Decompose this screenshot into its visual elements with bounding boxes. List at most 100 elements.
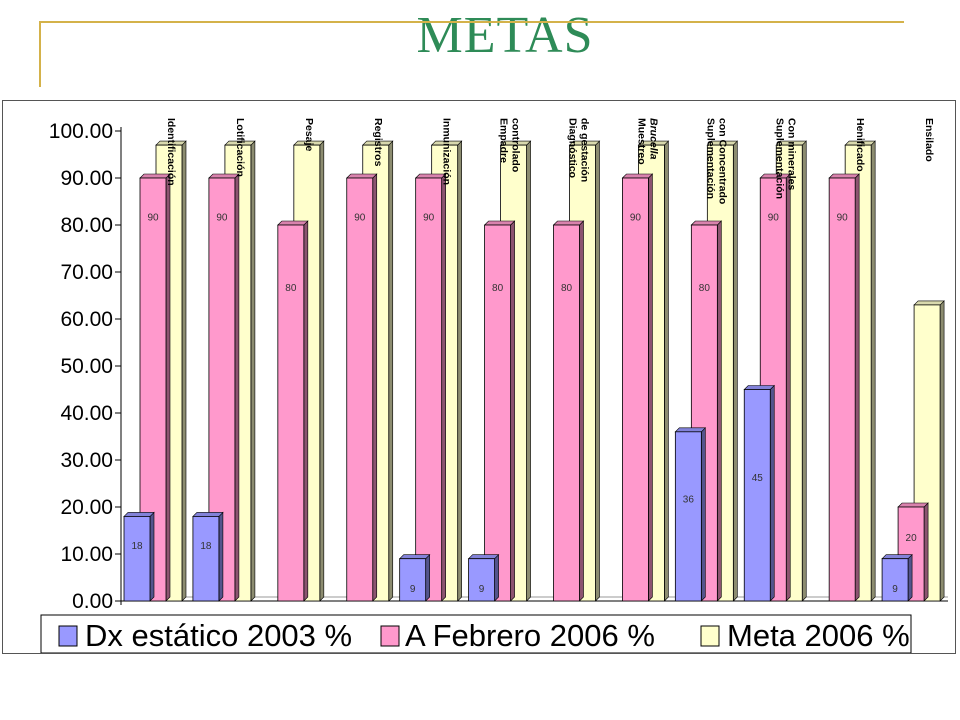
legend-label: Meta 2006 % [727,618,910,653]
febrero-bar-side [234,173,240,602]
data-label: 80 [285,283,297,294]
dx-bar-top [123,512,155,517]
category-label: Muestreo [635,118,647,165]
dx-bar-top [674,427,707,433]
data-label: 9 [479,584,485,595]
febrero-bar-top [690,220,723,226]
febrero-bar-top [277,220,309,226]
y-tick-label: 20.00 [60,496,113,519]
y-tick-label: 40.00 [60,402,113,425]
chart-axes: 0.00 10.00 20.00 30.00 40.00 50.00 60.00 70.00 8… [49,120,948,613]
legend-box [40,614,912,653]
data-label: 9 [892,584,898,595]
data-label: 90 [837,212,849,223]
category-label: con Concentrado [716,118,728,204]
febrero-bar-side [854,173,860,602]
category-label: Identificación [165,118,177,186]
febrero-bar-side [510,220,515,602]
dx-bar [192,515,220,602]
legend-label: Dx estático 2003 % [85,618,352,653]
meta-bar-side [457,140,462,602]
y-tick-label: 10.00 [60,543,113,566]
category-label: Empadre [498,118,510,163]
y-tick-label: 90.00 [60,167,113,190]
series-febrero-bars: 90 90 80 90 90 80 80 90 80 90 90 20 [139,173,929,602]
meta-bar-side [526,140,531,602]
legend-label: A Febrero 2006 % [405,618,655,653]
febrero-bar [622,177,649,602]
y-tick-label: 100.00 [49,120,113,143]
dx-bar [743,389,771,602]
febrero-bar-top [346,173,378,179]
category-label: Pesaje [303,118,315,151]
meta-bar-side [181,140,187,602]
dx-bar-top [467,554,500,560]
y-tick-label: 60.00 [60,308,113,331]
meta-bar-side [388,140,394,602]
dx-bar-side [425,553,430,602]
dx-bar-top [192,512,224,517]
category-label: Suplementación [773,118,785,199]
dx-bar [468,558,495,602]
dx-bar-side [494,553,499,602]
febrero-bar-side [165,173,171,602]
category-label: Ensilado [923,118,935,162]
febrero-bar-side [303,220,309,602]
meta-bar-side [939,300,945,602]
category-label: de gestación [579,118,591,182]
data-label: 90 [768,212,780,223]
febrero-bar-top [552,220,585,226]
y-tick-label: 70.00 [60,261,113,284]
category-label: controlado [510,118,522,172]
legend-swatch [380,625,400,647]
febrero-bar [277,224,305,602]
data-label: 18 [200,541,212,552]
category-label: Brucella [647,118,659,160]
chart-legend: Dx estático 2003 % A Febrero 2006 % Meta 2… [40,614,912,653]
category-label: Henificado [854,118,866,172]
febrero-bar [828,177,856,602]
meta-bar-side [319,140,325,602]
dx-bar-side [149,511,155,602]
data-label: 90 [216,212,228,223]
category-label: Inmunización [441,118,453,185]
febrero-bar-top [483,220,516,226]
series-dx-bars: 18 18 9 9 36 45 9 [123,384,913,602]
data-label: 9 [410,584,416,595]
legend-swatch [58,625,78,647]
dx-bar [674,431,702,602]
febrero-bar-top [828,173,860,179]
febrero-bar-top [621,173,654,179]
meta-bar-side [801,140,807,602]
meta-bar-top [913,300,945,306]
bar-chart: 0.00 10.00 20.00 30.00 40.00 50.00 60.00 70.00 8… [40,118,948,653]
febrero-bar [415,177,443,602]
data-label: 80 [561,283,573,294]
febrero-bar-side [717,220,722,602]
category-label: Registros [372,118,384,167]
dx-bar [881,558,909,602]
data-label: 18 [131,541,143,552]
meta-bar-side [595,140,600,602]
y-tick-label: 80.00 [60,214,113,237]
data-label: 36 [683,494,695,505]
title-rule-horizontal [40,21,904,23]
y-tick-label: 30.00 [60,449,113,472]
febrero-bar [484,224,511,602]
febrero-bar-side [648,173,653,602]
data-label: 90 [630,212,642,223]
data-label: 80 [699,283,711,294]
data-label: 20 [906,533,918,544]
febrero-bar [346,177,374,602]
slide-title: METAS [416,7,594,64]
dx-bar-top [743,385,775,390]
data-label: 80 [492,283,504,294]
dx-bar-side [701,427,706,602]
chart-frame: 0.00 10.00 20.00 30.00 40.00 50.00 60.00 70.00 8… [2,100,956,654]
dx-bar [123,515,151,602]
data-label: 90 [423,212,435,223]
data-label: 90 [147,212,159,223]
febrero-bar-side [579,220,584,602]
category-label: Diagnóstico [567,118,579,178]
febrero-bar-side [372,173,378,602]
